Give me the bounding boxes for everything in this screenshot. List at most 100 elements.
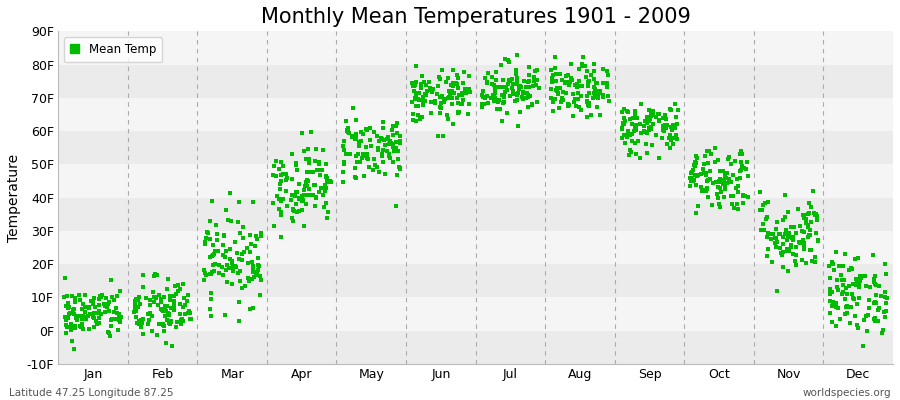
Point	[346, 133, 360, 139]
Point	[803, 232, 817, 238]
Point	[165, 343, 179, 349]
Point	[803, 246, 817, 253]
Point	[235, 257, 249, 264]
Point	[66, 307, 80, 313]
Point	[302, 160, 317, 166]
Point	[575, 83, 590, 89]
Point	[163, 293, 177, 299]
Point	[131, 318, 146, 324]
Point	[392, 138, 407, 144]
Point	[480, 80, 494, 86]
Point	[784, 242, 798, 248]
Point	[854, 275, 868, 282]
Point	[580, 93, 594, 99]
Point	[314, 185, 328, 191]
Point	[392, 165, 407, 171]
Point	[596, 92, 610, 98]
Point	[160, 310, 175, 316]
Point	[449, 80, 464, 87]
Point	[312, 167, 327, 173]
Point	[551, 91, 565, 97]
Point	[617, 131, 632, 138]
Point	[644, 113, 658, 119]
Point	[210, 231, 224, 237]
Point	[789, 252, 804, 258]
Point	[602, 98, 616, 104]
Point	[808, 259, 823, 266]
Point	[754, 207, 769, 213]
Point	[352, 139, 366, 145]
Point	[868, 280, 883, 287]
Point	[284, 151, 299, 158]
Point	[633, 155, 647, 161]
Point	[416, 94, 430, 100]
Point	[761, 230, 776, 236]
Point	[836, 289, 850, 295]
Point	[616, 120, 631, 126]
Point	[861, 304, 876, 311]
Point	[131, 297, 146, 304]
Point	[825, 258, 840, 265]
Point	[221, 216, 236, 223]
Point	[136, 272, 150, 278]
Point	[666, 134, 680, 141]
Point	[223, 218, 238, 224]
Point	[808, 211, 823, 217]
Point	[834, 271, 849, 278]
Point	[67, 311, 81, 317]
Point	[247, 274, 261, 280]
Point	[266, 200, 281, 206]
Bar	[58, 198, 893, 231]
Point	[226, 263, 240, 269]
Point	[549, 88, 563, 94]
Point	[558, 90, 572, 96]
Point	[823, 287, 837, 294]
Point	[688, 172, 703, 178]
Point	[392, 163, 406, 170]
Point	[654, 135, 669, 142]
Point	[108, 305, 122, 312]
Point	[410, 103, 424, 109]
Point	[523, 93, 537, 100]
Point	[593, 111, 608, 118]
Point	[359, 151, 374, 158]
Point	[878, 293, 893, 300]
Point	[683, 178, 698, 184]
Point	[378, 142, 392, 148]
Point	[633, 120, 647, 127]
Point	[309, 182, 323, 189]
Point	[288, 192, 302, 199]
Point	[850, 301, 864, 307]
Point	[525, 101, 539, 108]
Point	[802, 200, 816, 206]
Point	[631, 138, 645, 144]
Point	[451, 85, 465, 91]
Point	[642, 125, 656, 132]
Point	[171, 288, 185, 295]
Point	[371, 146, 385, 153]
Point	[573, 107, 588, 113]
Point	[323, 179, 338, 185]
Point	[852, 273, 867, 280]
Point	[645, 142, 660, 148]
Bar	[58, 31, 893, 64]
Point	[516, 90, 530, 96]
Point	[823, 290, 837, 296]
Point	[521, 79, 535, 86]
Point	[300, 192, 314, 198]
Point	[713, 204, 727, 210]
Point	[685, 168, 699, 175]
Point	[112, 314, 126, 321]
Point	[113, 288, 128, 294]
Point	[664, 107, 679, 114]
Point	[785, 235, 799, 241]
Point	[245, 259, 259, 265]
Point	[799, 260, 814, 266]
Point	[233, 268, 248, 275]
Point	[526, 78, 541, 84]
Point	[717, 184, 732, 190]
Point	[436, 96, 451, 102]
Point	[133, 324, 148, 331]
Point	[484, 95, 499, 102]
Point	[199, 272, 213, 279]
